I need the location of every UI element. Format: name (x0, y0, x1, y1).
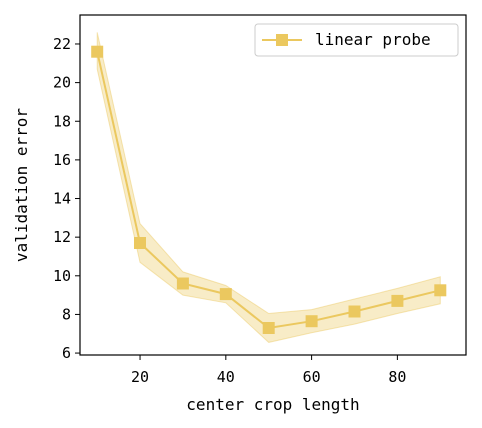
y-axis-label: validation error (12, 108, 31, 262)
data-point (305, 315, 318, 328)
data-point (391, 294, 404, 307)
confidence-band (96, 32, 441, 343)
data-point (91, 45, 104, 58)
y-tick-label: 8 (62, 305, 71, 323)
y-axis-ticks: 6 8 10 12 14 16 18 20 22 (53, 35, 80, 362)
x-tick-label: 40 (217, 368, 235, 386)
series-marker-layer (91, 45, 447, 334)
data-point (434, 284, 447, 297)
plot-frame (79, 14, 467, 356)
data-point (134, 237, 146, 249)
y-tick-label: 14 (53, 190, 71, 208)
y-tick-label: 18 (53, 112, 71, 130)
legend: linear probe (254, 23, 459, 57)
legend-box (254, 23, 459, 57)
x-tick-label: 80 (388, 368, 406, 386)
data-point (348, 305, 361, 318)
y-tick-label: 20 (53, 74, 71, 92)
y-tick-label: 10 (53, 267, 71, 285)
y-tick-label: 22 (53, 35, 71, 53)
data-point (176, 277, 189, 290)
y-tick-label: 12 (53, 228, 71, 246)
confidence-band-layer (96, 32, 441, 343)
data-point (262, 322, 275, 334)
x-axis-label: center crop length (186, 395, 359, 414)
x-tick-label: 20 (131, 368, 149, 386)
legend-marker-square (276, 34, 288, 46)
x-tick-label: 60 (303, 368, 321, 386)
x-axis-ticks: 20 40 60 80 (131, 355, 406, 386)
y-tick-label: 6 (62, 344, 71, 362)
legend-label-linear-probe: linear probe (315, 30, 431, 49)
data-point (219, 288, 232, 301)
y-tick-label: 16 (53, 151, 71, 169)
